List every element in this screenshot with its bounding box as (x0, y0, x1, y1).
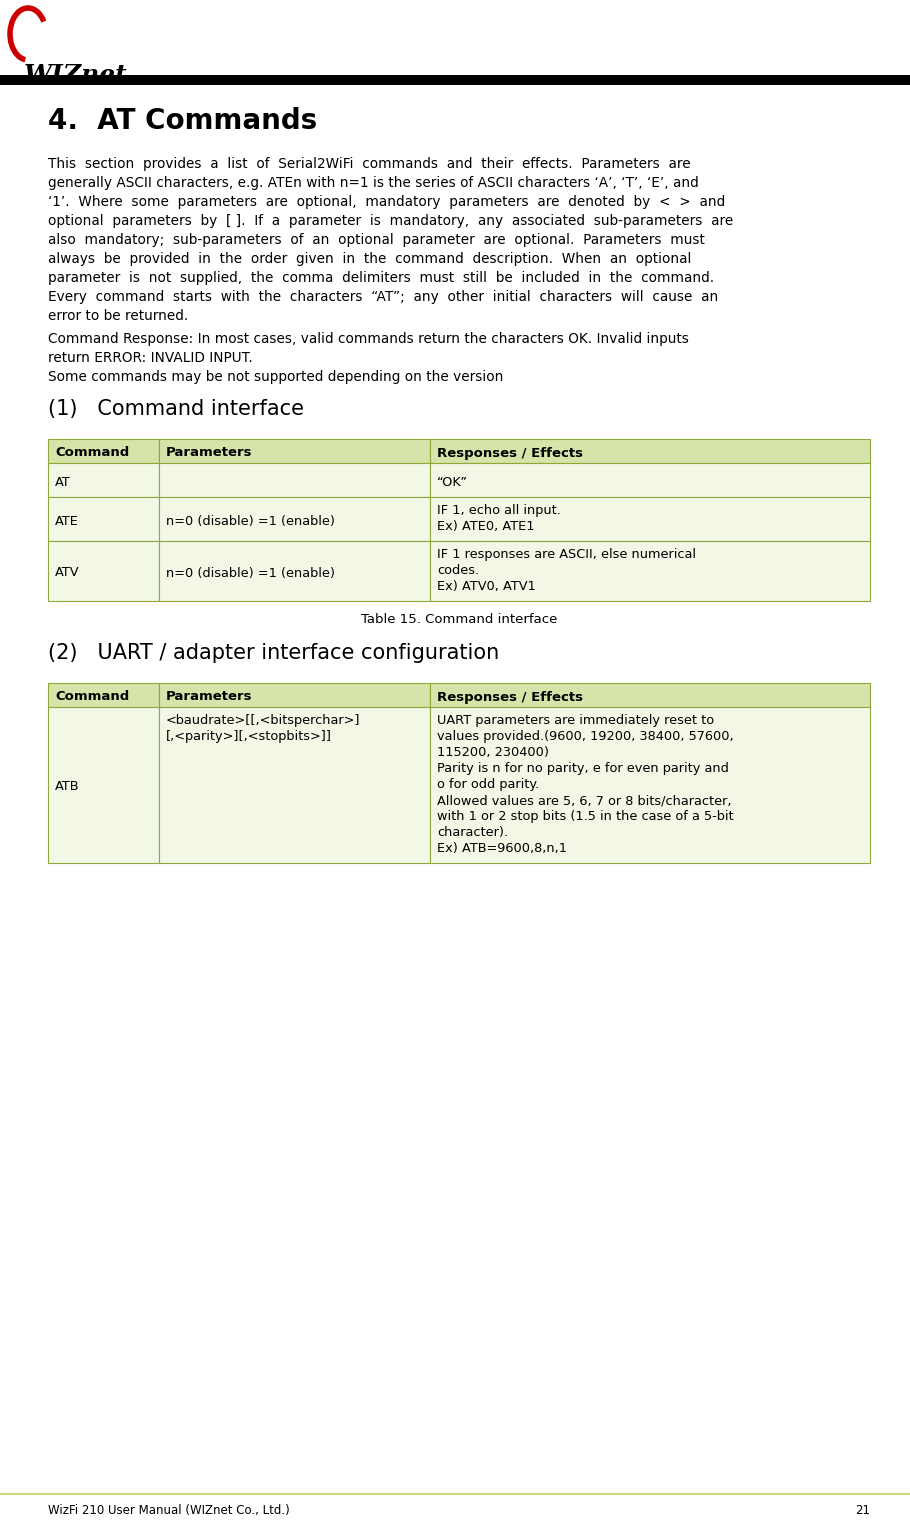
Text: UART parameters are immediately reset to: UART parameters are immediately reset to (437, 714, 714, 728)
Bar (430, 496, 870, 541)
Text: (1)   Command interface: (1) Command interface (48, 398, 304, 418)
Bar (430, 463, 870, 496)
Bar (159, 496, 430, 541)
Text: Ex) ATV0, ATV1: Ex) ATV0, ATV1 (437, 581, 536, 593)
Text: 115200, 230400): 115200, 230400) (437, 746, 550, 758)
Text: Every  command  starts  with  the  characters  “AT”;  any  other  initial  chara: Every command starts with the characters… (48, 290, 718, 303)
Bar (48, 496, 159, 541)
Text: Command: Command (55, 691, 129, 703)
Text: Command: Command (55, 446, 129, 460)
Bar (159, 440, 430, 463)
Text: AT: AT (55, 475, 71, 489)
Text: with 1 or 2 stop bits (1.5 in the case of a 5-bit: with 1 or 2 stop bits (1.5 in the case o… (437, 810, 733, 823)
Text: Ex) ATE0, ATE1: Ex) ATE0, ATE1 (437, 519, 535, 533)
Text: ATE: ATE (55, 515, 79, 527)
Bar (430, 440, 870, 463)
Text: Allowed values are 5, 6, 7 or 8 bits/character,: Allowed values are 5, 6, 7 or 8 bits/cha… (437, 794, 732, 807)
Text: codes.: codes. (437, 564, 480, 578)
Text: [,<parity>][,<stopbits>]]: [,<parity>][,<stopbits>]] (166, 731, 332, 743)
Text: ATV: ATV (55, 567, 79, 579)
Text: Some commands may be not supported depending on the version: Some commands may be not supported depen… (48, 371, 503, 385)
Text: 4.  AT Commands: 4. AT Commands (48, 107, 318, 135)
Bar (430, 706, 870, 863)
Text: Table 15. Command interface: Table 15. Command interface (360, 613, 557, 627)
Text: WIZnet: WIZnet (24, 63, 127, 87)
Text: Responses / Effects: Responses / Effects (437, 691, 583, 703)
Text: 21: 21 (855, 1504, 870, 1517)
Text: return ERROR: INVALID INPUT.: return ERROR: INVALID INPUT. (48, 351, 253, 365)
Text: <baudrate>[[,<bitsperchar>]: <baudrate>[[,<bitsperchar>] (166, 714, 360, 728)
Text: Responses / Effects: Responses / Effects (437, 446, 583, 460)
Text: always  be  provided  in  the  order  given  in  the  command  description.  Whe: always be provided in the order given in… (48, 251, 692, 267)
Text: parameter  is  not  supplied,  the  comma  delimiters  must  still  be  included: parameter is not supplied, the comma del… (48, 271, 714, 285)
Text: values provided.(9600, 19200, 38400, 57600,: values provided.(9600, 19200, 38400, 576… (437, 731, 733, 743)
Bar (159, 683, 430, 706)
Bar (48, 683, 159, 706)
Text: n=0 (disable) =1 (enable): n=0 (disable) =1 (enable) (166, 567, 335, 579)
Text: IF 1, echo all input.: IF 1, echo all input. (437, 504, 561, 516)
Bar (48, 440, 159, 463)
Text: WizFi 210 User Manual (WIZnet Co., Ltd.): WizFi 210 User Manual (WIZnet Co., Ltd.) (48, 1504, 289, 1517)
Bar (48, 541, 159, 601)
Bar (159, 706, 430, 863)
Text: optional  parameters  by  [ ].  If  a  parameter  is  mandatory,  any  associate: optional parameters by [ ]. If a paramet… (48, 214, 733, 228)
Text: ATB: ATB (55, 780, 79, 794)
Bar (430, 683, 870, 706)
Bar (0, 75, 910, 84)
Text: character).: character). (437, 826, 509, 840)
Text: Ex) ATB=9600,8,n,1: Ex) ATB=9600,8,n,1 (437, 843, 567, 855)
Text: This  section  provides  a  list  of  Serial2WiFi  commands  and  their  effects: This section provides a list of Serial2W… (48, 156, 691, 172)
Text: Parameters: Parameters (166, 691, 252, 703)
Text: (2)   UART / adapter interface configuration: (2) UART / adapter interface configurati… (48, 643, 500, 663)
Text: o for odd parity.: o for odd parity. (437, 778, 540, 791)
Text: generally ASCII characters, e.g. ATEn with n=1 is the series of ASCII characters: generally ASCII characters, e.g. ATEn wi… (48, 176, 699, 190)
Text: Parameters: Parameters (166, 446, 252, 460)
Text: Parity is n for no parity, e for even parity and: Parity is n for no parity, e for even pa… (437, 761, 729, 775)
Text: “OK”: “OK” (437, 475, 469, 489)
Bar (48, 463, 159, 496)
Text: also  mandatory;  sub-parameters  of  an  optional  parameter  are  optional.  P: also mandatory; sub-parameters of an opt… (48, 233, 705, 247)
Text: IF 1 responses are ASCII, else numerical: IF 1 responses are ASCII, else numerical (437, 548, 696, 561)
Bar (48, 706, 159, 863)
Text: Command Response: In most cases, valid commands return the characters OK. Invali: Command Response: In most cases, valid c… (48, 332, 689, 346)
Text: ‘1’.  Where  some  parameters  are  optional,  mandatory  parameters  are  denot: ‘1’. Where some parameters are optional,… (48, 195, 725, 208)
Bar (159, 463, 430, 496)
Bar (159, 541, 430, 601)
Text: error to be returned.: error to be returned. (48, 309, 188, 323)
Bar (430, 541, 870, 601)
Text: n=0 (disable) =1 (enable): n=0 (disable) =1 (enable) (166, 515, 335, 527)
